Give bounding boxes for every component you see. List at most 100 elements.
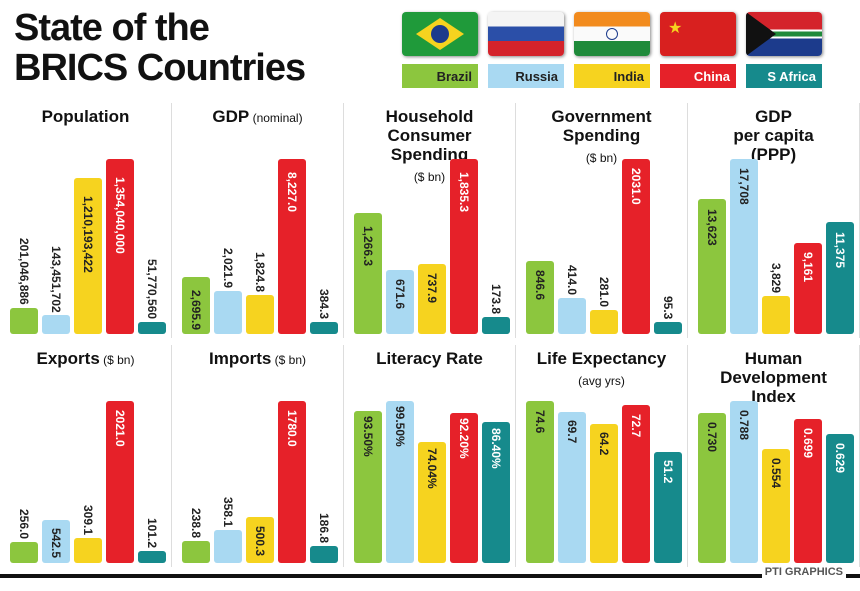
value-label: 64.2: [597, 432, 611, 456]
value-label: 414.0: [565, 265, 579, 296]
value-label: 1,824.8: [253, 252, 267, 293]
value-label: 256.0: [17, 509, 31, 540]
panel-title: Government Spending ($ bn): [551, 107, 652, 165]
panel-gdp-per-capita-ppp-: GDP per capita (PPP) 13,623 17,708 3,829 9,1…: [688, 103, 860, 338]
plot-area: 201,046,886 143,451,702 1,210,193,422 1,354…: [6, 149, 166, 334]
panel-subtitle: ($ bn): [413, 170, 446, 184]
bar-brazil: [354, 213, 382, 334]
legend-item: Brazil: [402, 64, 478, 88]
value-label: 9,161: [801, 252, 815, 283]
plot-area: 1,266.3 671.6 737.9 1,835.3 173.8: [350, 149, 510, 334]
panel-gdp: GDP (nominal) 2,695.9 2,021.9 1,824.8 8,227.…: [172, 103, 344, 338]
panel-title: Imports ($ bn): [208, 349, 307, 368]
bar-china: [278, 401, 306, 563]
value-label: 384.3: [317, 288, 331, 319]
panel-human-development-index: Human Development Index 0.730 0.788 0.554 0.…: [688, 345, 860, 567]
legend-item: India: [574, 64, 650, 88]
bar-s-africa: [138, 551, 166, 563]
bar-russia: [558, 411, 586, 563]
bar-russia: [214, 291, 242, 334]
value-label: 74.6: [533, 409, 547, 433]
bar-russia: [386, 401, 414, 563]
value-label: 2031.0: [629, 168, 643, 205]
bar-brazil: [698, 199, 726, 334]
bar-india: [762, 296, 790, 334]
plot-area: 2,695.9 2,021.9 1,824.8 8,227.0 384.3: [178, 149, 338, 334]
panel-imports: Imports ($ bn) 238.8 358.1 500.3 1780.0 186.8: [172, 345, 344, 567]
legend-item: S Africa: [746, 64, 822, 88]
value-label: 1,354,040,000: [113, 177, 127, 254]
plot-area: 93.50% 99.50% 74.04% 92.20% 86.40%: [350, 391, 510, 563]
value-label: 0.730: [705, 421, 719, 452]
bar-india: [418, 263, 446, 334]
bar-russia: [42, 315, 70, 334]
value-label: 11,375: [833, 231, 847, 268]
panel-title: GDP per capita (PPP): [733, 107, 814, 164]
value-label: 500.3: [253, 526, 267, 557]
bar-china: [450, 412, 478, 563]
bar-s-africa: [482, 317, 510, 334]
bar-s-africa: [310, 546, 338, 563]
bar-brazil: [10, 542, 38, 563]
value-label: 51,770,560: [145, 258, 159, 319]
plot-area: 256.0 542.5 309.1 2021.0 101.2: [6, 391, 166, 563]
bar-china: [794, 243, 822, 334]
bar-russia: [730, 401, 758, 563]
panel-subtitle: ($ bn): [99, 353, 135, 367]
bar-brazil: [354, 410, 382, 563]
value-label: 13,623: [705, 208, 719, 246]
bar-s-africa: [310, 322, 338, 334]
bar-russia: [42, 519, 70, 563]
bar-brazil: [698, 412, 726, 563]
value-label: 17,708: [737, 168, 751, 205]
bar-brazil: [526, 261, 554, 334]
legend: Brazil Russia India China S Africa: [402, 64, 822, 88]
value-label: 1,210,193,422: [81, 195, 95, 273]
panel-title: Exports ($ bn): [36, 349, 135, 368]
panel-literacy-rate: Literacy Rate 93.50% 99.50% 74.04% 92.20% 86.…: [344, 345, 516, 567]
bar-s-africa: [826, 433, 854, 563]
bar-china: [622, 159, 650, 334]
legend-item: China: [660, 64, 736, 88]
value-label: 99.50%: [393, 406, 407, 447]
bottom-rule: [0, 574, 860, 578]
bar-s-africa: [654, 451, 682, 563]
value-label: 309.1: [81, 505, 95, 536]
bar-china: [622, 405, 650, 563]
bar-brazil: [182, 541, 210, 563]
plot-area: 846.6 414.0 281.0 2031.0 95.3: [522, 149, 682, 334]
value-label: 671.6: [393, 278, 407, 309]
title-line-1: State of the: [14, 7, 210, 49]
plot-area: 13,623 17,708 3,829 9,161 11,375: [694, 149, 854, 334]
india-flag-icon: [574, 12, 650, 56]
bar-s-africa: [138, 322, 166, 334]
panel-title: Human Development Index: [720, 349, 827, 406]
panel-subtitle: (nominal): [249, 111, 303, 125]
main-title: State of the BRICS Countries: [14, 7, 306, 88]
bar-india: [418, 442, 446, 563]
value-label: 238.8: [189, 508, 203, 539]
value-label: 74.04%: [425, 447, 439, 489]
value-label: 0.554: [769, 458, 783, 489]
value-label: 8,227.0: [285, 171, 299, 212]
panel-subtitle: ($ bn): [271, 353, 307, 367]
value-label: 846.6: [533, 270, 547, 301]
china-flag-icon: ★: [660, 12, 736, 56]
panel-title: GDP (nominal): [212, 107, 303, 126]
value-label: 1,835.3: [457, 171, 471, 212]
value-label: 1780.0: [285, 410, 299, 447]
value-label: 201,046,886: [17, 238, 31, 306]
value-label: 72.7: [629, 413, 643, 438]
plot-area: 238.8 358.1 500.3 1780.0 186.8: [178, 391, 338, 563]
panel-title: Life Expectancy (avg yrs): [536, 349, 667, 388]
bar-russia: [558, 298, 586, 334]
panel-exports: Exports ($ bn) 256.0 542.5 309.1 2021.0 101.2: [0, 345, 172, 567]
value-label: 51.2: [661, 460, 675, 484]
value-label: 69.7: [565, 420, 579, 444]
credit: PTI GRAPHICS: [761, 566, 846, 578]
panel-title: Literacy Rate: [376, 349, 483, 368]
value-label: 92.20%: [457, 418, 471, 459]
bar-china: [278, 159, 306, 334]
value-label: 2,695.9: [189, 289, 203, 330]
